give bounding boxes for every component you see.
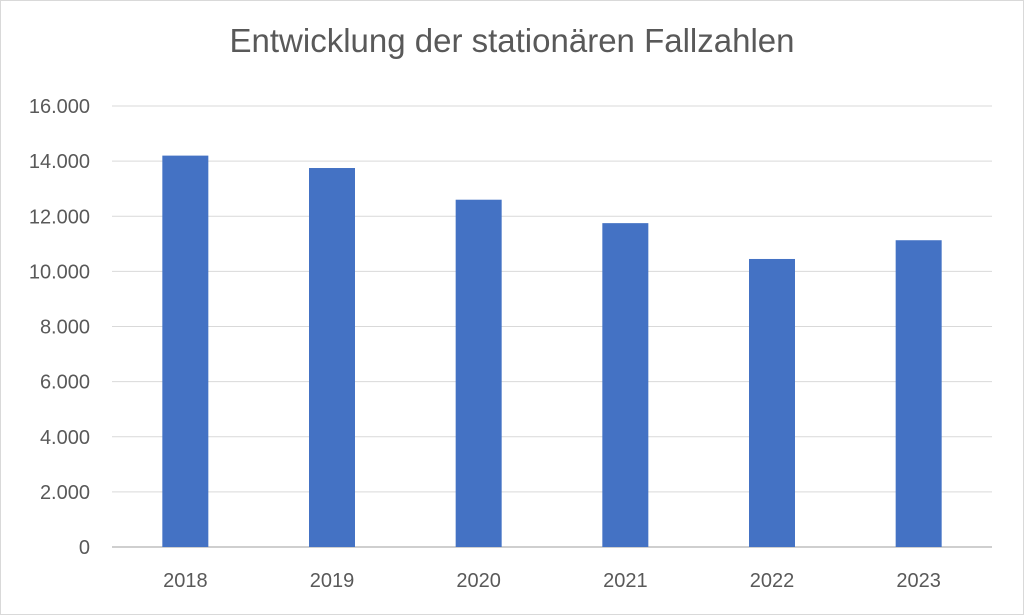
chart-title: Entwicklung der stationären Fallzahlen — [229, 22, 795, 59]
x-tick-label: 2019 — [310, 570, 355, 592]
bar-2020 — [455, 199, 502, 547]
bar-2022 — [749, 258, 795, 547]
y-tick-label: 14.000 — [29, 151, 90, 173]
y-tick-label: 2.000 — [40, 482, 90, 504]
y-tick-label: 0 — [79, 537, 90, 559]
y-tick-label: 16.000 — [29, 96, 90, 118]
y-tick-label: 4.000 — [40, 427, 90, 449]
x-tick-label: 2020 — [456, 570, 501, 592]
bar-2023 — [895, 240, 942, 547]
bar-2021 — [602, 223, 649, 547]
y-tick-label: 10.000 — [29, 261, 90, 283]
x-tick-label: 2023 — [896, 570, 941, 592]
y-tick-label: 6.000 — [40, 372, 90, 394]
x-tick-label: 2021 — [603, 570, 648, 592]
y-tick-label: 8.000 — [40, 317, 90, 339]
bar-2019 — [309, 168, 355, 547]
y-tick-label: 12.000 — [29, 206, 90, 228]
bars — [162, 155, 942, 548]
x-tick-label: 2022 — [750, 570, 795, 592]
axes: 0 2.000 4.000 6.000 8.000 10.000 12.000 14.000 1… — [29, 96, 941, 592]
gridlines — [112, 105, 992, 548]
bar-2018 — [162, 155, 209, 548]
x-tick-label: 2018 — [163, 570, 208, 592]
